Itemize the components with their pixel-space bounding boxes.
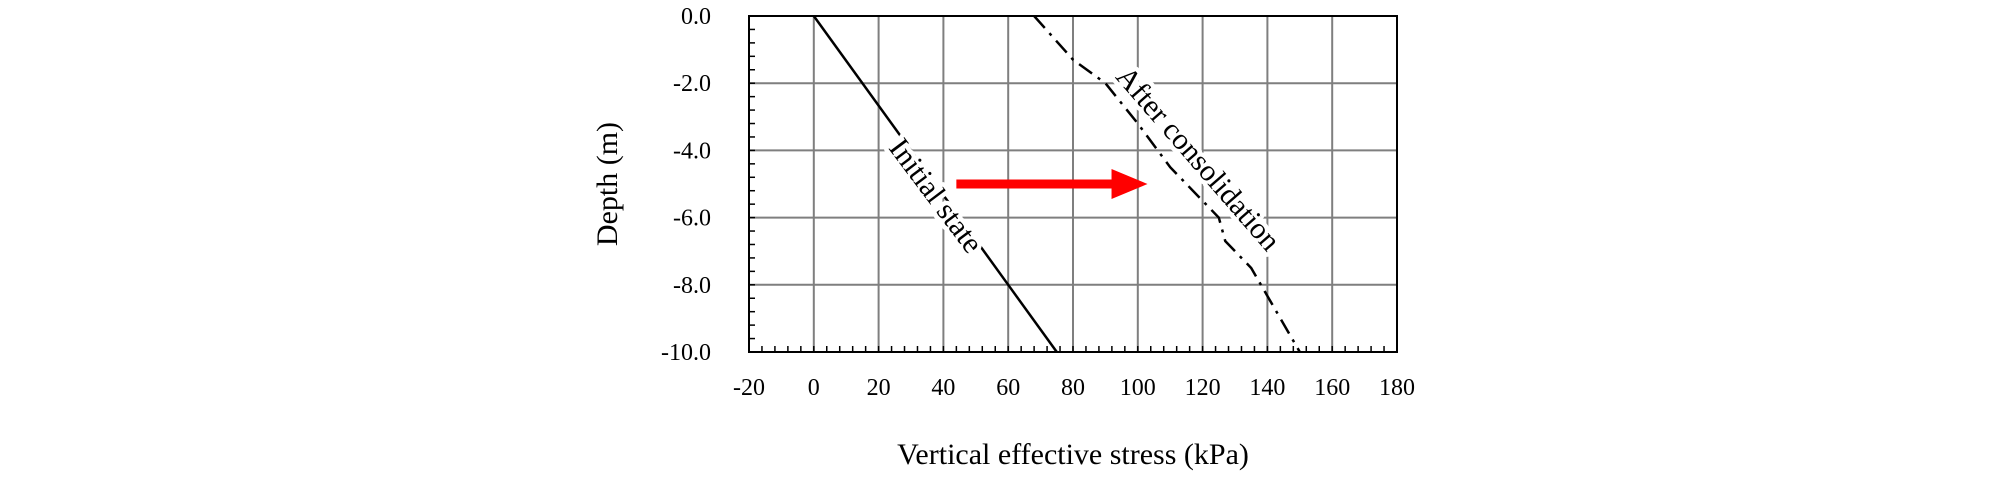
annotation-after-consolidation: After consolidation [1109,60,1286,257]
x-tick-label: -20 [733,375,765,401]
y-tick-label: 0.0 [681,4,711,30]
y-axis-title: Depth (m) [591,122,624,246]
x-tick-label: 120 [1185,375,1221,401]
x-tick-label: 80 [1061,375,1085,401]
x-tick-label: 140 [1249,375,1285,401]
arrow-head [1111,169,1148,199]
x-tick-label: 180 [1379,375,1415,401]
x-axis-title: Vertical effective stress (kPa) [897,438,1249,471]
x-tick-label: 60 [996,375,1020,401]
x-tick-label: 40 [931,375,955,401]
series-initial-state [812,15,1058,353]
x-tick-label: 0 [808,375,820,401]
annotation-initial-state: Initial state [882,132,989,259]
y-axis-tick-labels: 0.0 -2.0 -4.0 -6.0 -8.0 -10.0 [661,4,711,366]
series-after-consolidation [1033,15,1301,353]
arrow-layer [956,169,1148,199]
x-tick-label: 100 [1120,375,1156,401]
x-tick-label: 20 [867,375,891,401]
y-tick-label: -6.0 [673,206,711,232]
plot-frame [748,15,1398,353]
x-axis-tick-labels: -20 0 20 40 60 80 100 120 140 160 180 [733,375,1415,401]
y-tick-label: -10.0 [661,340,711,366]
series-layer [812,15,1301,353]
y-tick-label: -8.0 [673,273,711,299]
y-tick-label: -2.0 [673,71,711,97]
x-tick-label: 160 [1314,375,1350,401]
y-tick-label: -4.0 [673,138,711,164]
